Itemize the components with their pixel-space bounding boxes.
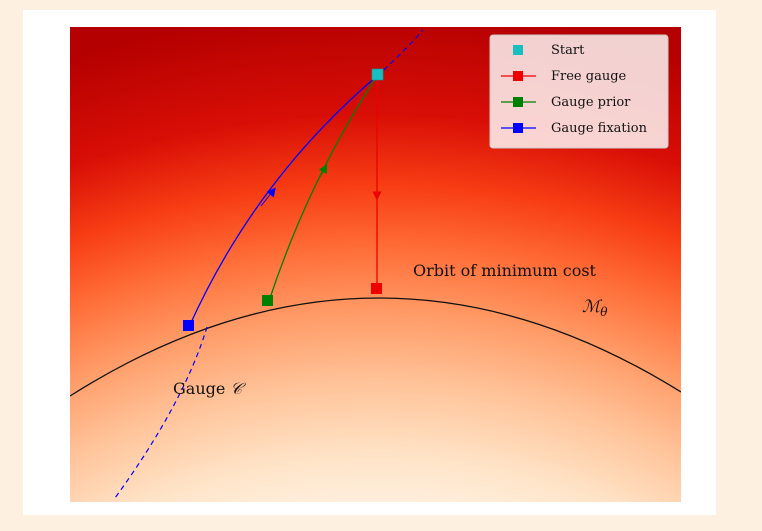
free-gauge-marker [371,283,382,294]
legend-marker [513,45,523,55]
gauge-fixation-arrow [260,187,276,207]
legend-marker [513,97,523,107]
gauge-prior-path [268,75,378,302]
legend-marker [513,123,523,133]
gauge-label: Gauge 𝒞 [173,379,246,398]
legend-item: Gauge prior [501,95,631,110]
legend-marker [513,71,523,81]
legend-item: Start [513,43,585,58]
gauge-diagram: Orbit of minimum cost ℳθ Gauge 𝒞 Start Fr… [70,27,681,502]
gauge-curve-lower-dashed [114,326,208,499]
gauge-prior-marker [262,295,273,306]
manifold-label: ℳθ [582,297,608,319]
legend-label: Gauge fixation [551,121,648,136]
legend-label: Start [551,43,585,58]
legend-box [489,34,669,149]
manifold-symbol: ℳ [582,297,603,317]
legend: Start Free gauge Gauge prior Gauge fixation [489,34,669,149]
legend-item: Gauge fixation [501,121,648,136]
gauge-fixation-marker [183,320,194,331]
gauge-label-text: Gauge [173,379,230,398]
legend-label: Gauge prior [551,95,631,110]
manifold-subscript: θ [600,305,608,319]
orbit-label: Orbit of minimum cost [413,261,597,280]
legend-item: Free gauge [501,69,627,84]
figure-frame: Orbit of minimum cost ℳθ Gauge 𝒞 Start Fr… [23,10,716,515]
start-marker [371,68,384,81]
orbit-curve [70,297,681,397]
gauge-prior-arrow [316,164,328,183]
legend-label: Free gauge [551,69,627,84]
